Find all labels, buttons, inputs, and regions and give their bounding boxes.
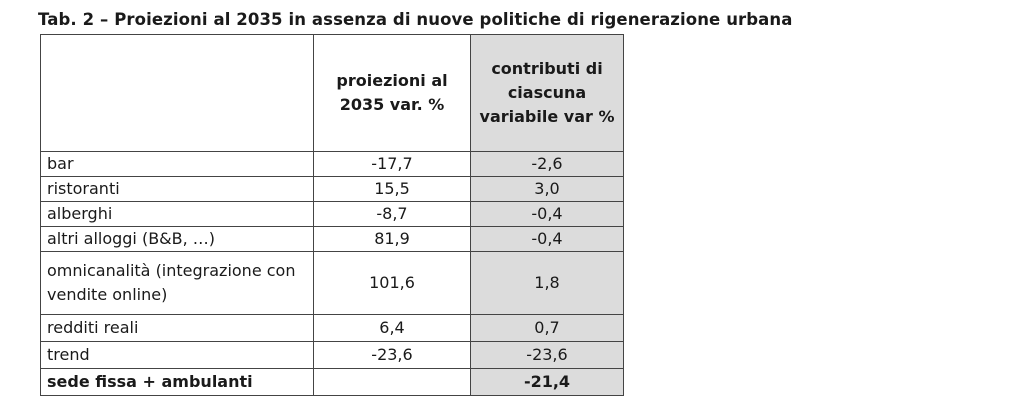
row-proiezioni: 15,5 xyxy=(313,176,471,202)
row-label: redditi reali xyxy=(40,314,314,342)
table-row: ristoranti 15,5 3,0 xyxy=(40,176,624,202)
row-contributi: -0,4 xyxy=(470,201,624,227)
header-contributi: contributi di ciascuna variabile var % xyxy=(470,34,624,152)
header-empty xyxy=(40,34,314,152)
row-contributi: 3,0 xyxy=(470,176,624,202)
total-proiezioni xyxy=(313,368,471,396)
header-proiezioni: proiezioni al 2035 var. % xyxy=(313,34,471,152)
row-proiezioni: 6,4 xyxy=(313,314,471,342)
row-contributi: -23,6 xyxy=(470,341,624,369)
table-row: omnicanalità (integrazione con vendite o… xyxy=(40,251,624,315)
row-proiezioni: 81,9 xyxy=(313,226,471,252)
row-contributi: -2,6 xyxy=(470,151,624,177)
table-row: redditi reali 6,4 0,7 xyxy=(40,314,624,342)
row-label: alberghi xyxy=(40,201,314,227)
row-label: bar xyxy=(40,151,314,177)
row-contributi: 0,7 xyxy=(470,314,624,342)
table-row: altri alloggi (B&B, …) 81,9 -0,4 xyxy=(40,226,624,252)
row-label: ristoranti xyxy=(40,176,314,202)
header-row: proiezioni al 2035 var. % contributi di … xyxy=(40,34,624,152)
row-contributi: 1,8 xyxy=(470,251,624,315)
row-contributi: -0,4 xyxy=(470,226,624,252)
row-proiezioni: -17,7 xyxy=(313,151,471,177)
total-row: sede fissa + ambulanti -21,4 xyxy=(40,368,624,396)
projections-table: proiezioni al 2035 var. % contributi di … xyxy=(40,34,624,396)
row-proiezioni: -8,7 xyxy=(313,201,471,227)
table-row: alberghi -8,7 -0,4 xyxy=(40,201,624,227)
row-label: omnicanalità (integrazione con vendite o… xyxy=(40,251,314,315)
total-label: sede fissa + ambulanti xyxy=(40,368,314,396)
table-row: bar -17,7 -2,6 xyxy=(40,151,624,177)
row-label: altri alloggi (B&B, …) xyxy=(40,226,314,252)
row-proiezioni: 101,6 xyxy=(313,251,471,315)
total-contributi: -21,4 xyxy=(470,368,624,396)
table-title: Tab. 2 – Proiezioni al 2035 in assenza d… xyxy=(38,10,793,29)
row-label: trend xyxy=(40,341,314,369)
table-row: trend -23,6 -23,6 xyxy=(40,341,624,369)
row-proiezioni: -23,6 xyxy=(313,341,471,369)
